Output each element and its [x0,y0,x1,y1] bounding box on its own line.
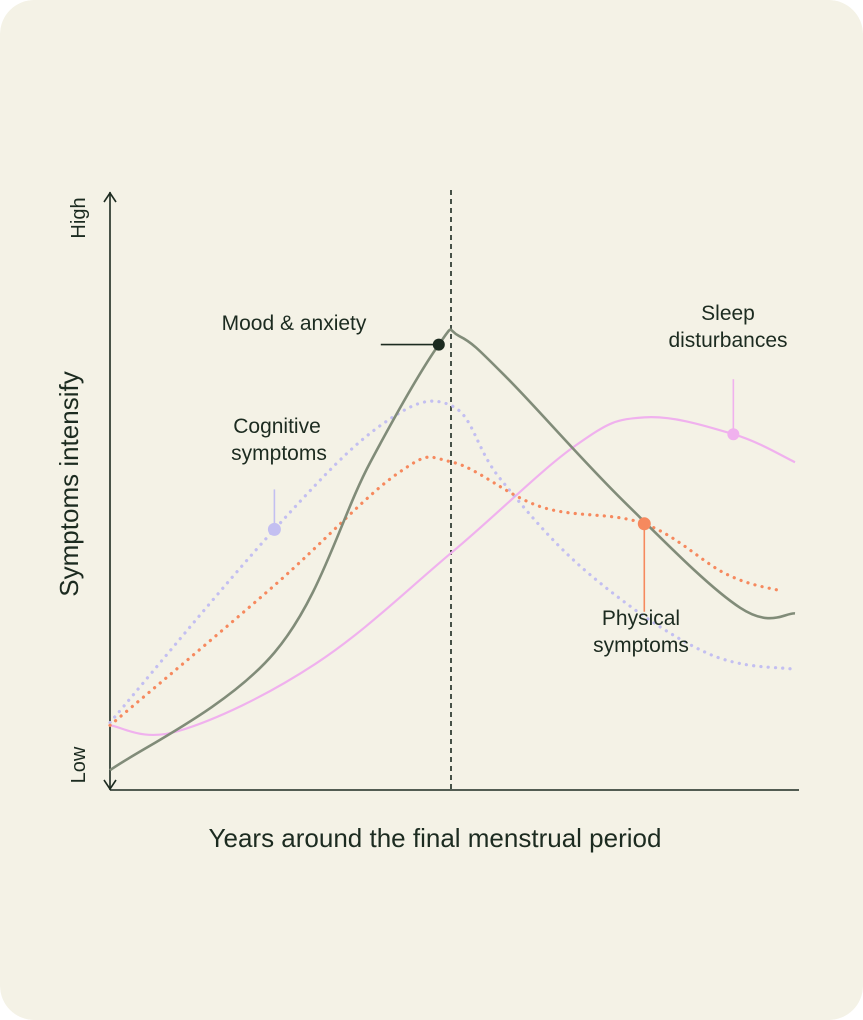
y-axis-title: Symptoms intensify [54,371,84,596]
label-cognitive-line2: symptoms [231,442,327,465]
y-tick-label-high: High [68,197,90,238]
series-line-sleep [109,416,796,736]
y-tick-label-low: Low [68,746,90,783]
label-physical-line2: symptoms [593,634,689,657]
x-axis-title: Years around the final menstrual period [209,823,662,853]
marker-sleep [727,428,740,441]
y-axis-arrow-up-icon [103,191,117,203]
y-axis-arrow-down-icon [103,779,117,791]
label-sleep-line1: Sleep [701,302,755,325]
marker-physical [637,517,651,531]
marker-cognitive [267,522,281,536]
series-line-physical [108,455,783,727]
annotation-layer [267,338,740,612]
label-sleep-line2: disturbances [668,329,787,352]
marker-mood [432,338,445,351]
label-cognitive-line1: Cognitive [233,415,321,438]
label-mood-anxiety: Mood & anxiety [222,312,367,335]
series-layer [108,328,797,772]
series-line-cognitive [108,399,797,725]
series-line-mood [109,328,796,772]
label-physical-line1: Physical [602,607,680,630]
